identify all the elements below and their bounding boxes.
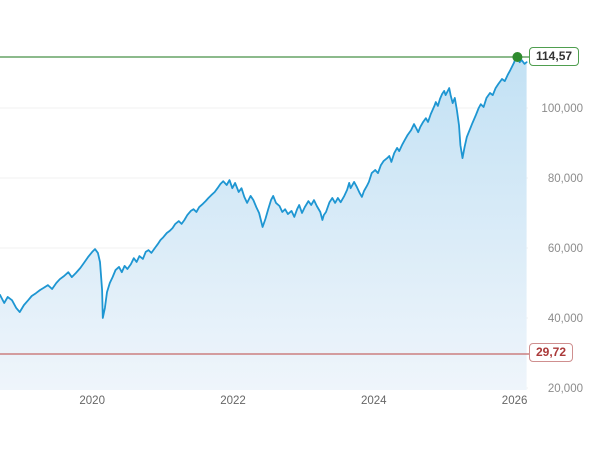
x-axis-tick-label: 2026 — [502, 395, 528, 407]
all-time-high-label: 114,57 — [529, 46, 580, 66]
x-axis-tick-label: 2020 — [79, 395, 105, 407]
all-time-high-dot — [512, 52, 523, 62]
price-line — [0, 56, 528, 319]
area-fill — [0, 57, 527, 390]
all-time-low-label: 29,72 — [529, 343, 574, 363]
y-axis-tick-label: 40,000 — [548, 313, 583, 325]
y-axis-tick-label: 80,000 — [548, 173, 583, 185]
x-axis-tick-label: 2024 — [361, 395, 387, 407]
x-axis-tick-label: 2022 — [220, 395, 246, 407]
y-axis-tick-label: 100,000 — [541, 103, 583, 115]
y-axis-tick-label: 60,000 — [548, 243, 583, 255]
y-axis-tick-label: 20,000 — [548, 383, 583, 395]
